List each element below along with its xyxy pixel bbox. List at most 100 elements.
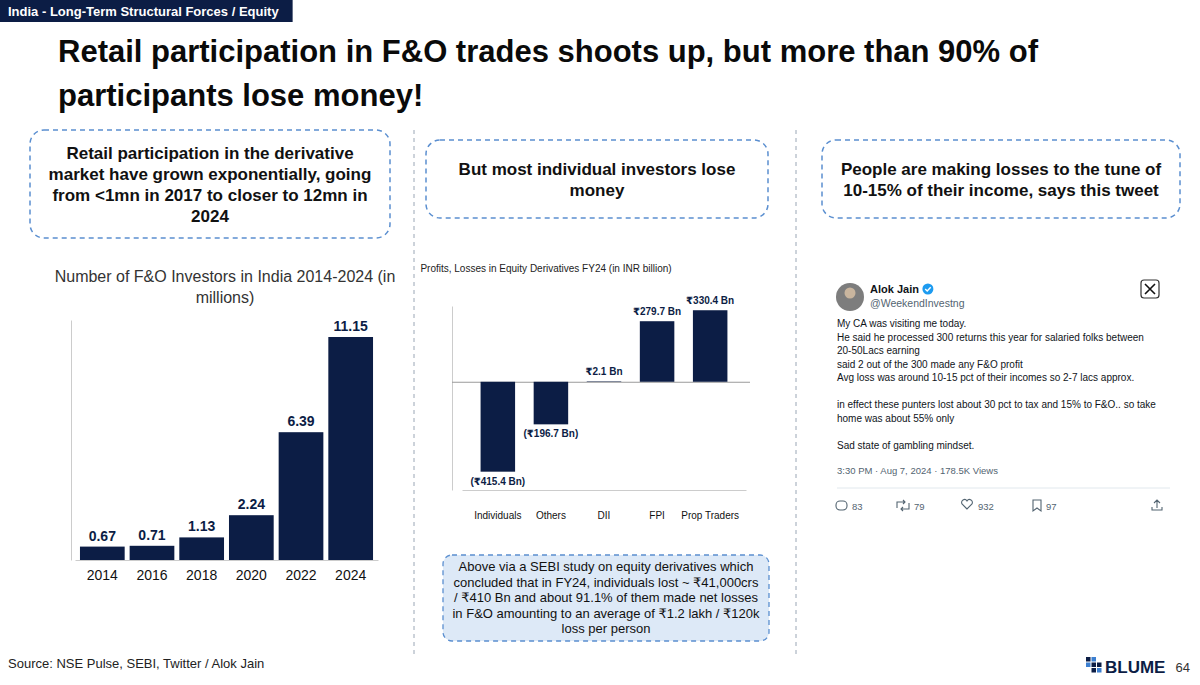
chart-title: Number of F&O Investors in India 2014-20… (55, 268, 396, 306)
tweet-meta: 3:30 PM · Aug 7, 2024 · 178.5K Views (837, 465, 998, 476)
panel-separator (414, 130, 415, 655)
page-number: 64 (1176, 660, 1190, 675)
data-label: 6.39 (287, 413, 314, 429)
bars (481, 310, 728, 471)
note-text: Above via a SEBI study on equity derivat… (452, 559, 760, 636)
bar (130, 546, 175, 560)
x-tick: 2016 (136, 567, 167, 583)
tweet-text: home was about 55% only (837, 413, 954, 424)
logo-text: BLUME (1105, 658, 1165, 677)
retweet-icon (897, 500, 909, 511)
reply-icon (836, 501, 847, 510)
logo-cell (1097, 663, 1102, 668)
text-line: 2024 (191, 207, 229, 226)
text-line: from <1mn in 2017 to closer to 12mn in (52, 186, 367, 205)
x-tick-label: 2020 (236, 567, 267, 583)
bar-chart: Number of F&O Investors in India 2014-20… (55, 268, 396, 583)
avatar-face (845, 288, 856, 299)
note-background (443, 555, 769, 641)
header-tag: India - Long-Term Structural Forces / Eq… (0, 0, 293, 22)
bookmark-icon (1033, 500, 1041, 511)
logo-cell (1086, 663, 1091, 668)
bar-chart: Profits, Losses in Equity Derivatives FY… (420, 263, 750, 521)
panel-heading-border (822, 140, 1180, 218)
bars (80, 337, 373, 560)
tweet-divider (837, 488, 1170, 489)
y-axis-line (71, 321, 72, 561)
share-icon (1152, 500, 1162, 510)
logo-cell (1092, 657, 1097, 662)
data-label: (₹196.7 Bn) (524, 428, 579, 439)
verified-badge (922, 284, 933, 295)
data-label: 1.13 (188, 518, 215, 534)
text-line: / ₹410 Bn and about 91.1% of them made n… (454, 590, 758, 605)
data-label: 2.24 (238, 496, 265, 512)
bar (693, 310, 728, 382)
avatar (836, 283, 864, 311)
tweet-stat: 932 (978, 501, 994, 512)
bar (587, 381, 622, 382)
x-axis: 201420162018202020222024 (76, 561, 379, 583)
data-label: ₹279.7 Bn (633, 306, 681, 317)
text-line: 10-15% of their income, says this tweet (843, 181, 1159, 200)
tweet-stat: 97 (1046, 501, 1057, 512)
x-axis-line (76, 560, 379, 561)
logo-cell (1086, 657, 1091, 662)
tweet-stat: 83 (852, 501, 863, 512)
text-line: Profits, Losses in Equity Derivatives FY… (420, 263, 671, 274)
x-tick: Prop Traders (681, 510, 739, 521)
data-label: 0.71 (138, 527, 165, 543)
panel-heading-border (30, 130, 390, 238)
text-line: But most individual investors lose (459, 160, 736, 179)
data-label: ₹2.1 Bn (586, 366, 623, 377)
tweet-text: said 2 out of the 300 made any F&O profi… (837, 359, 1023, 370)
bar (534, 382, 569, 425)
tweet-text: Sad state of gambling mindset. (837, 440, 974, 451)
x-tick-label: Others (536, 510, 566, 521)
y-axis-line (452, 307, 453, 491)
text-line: in F&O amounting to an average of ₹1.2 l… (452, 606, 760, 621)
x-tick-label: 2014 (87, 567, 118, 583)
data-label: 11.15 (334, 318, 368, 334)
logo: BLUME (1086, 657, 1165, 677)
x-axis-line (463, 490, 747, 491)
x-tick-label: Individuals (474, 510, 521, 521)
logo-cell (1097, 668, 1102, 673)
logo-cell (1092, 663, 1097, 668)
text-line: money (570, 181, 625, 200)
tweet-stat: 79 (914, 501, 925, 512)
text-line: participants lose money! (58, 78, 423, 113)
x-tick: 2014 (87, 567, 118, 583)
y-axis (71, 321, 72, 561)
y-axis (452, 307, 750, 491)
tweet-author: Alok Jain (870, 283, 919, 295)
tweet-handle: @WeekendInvestng (870, 297, 965, 309)
panel-heading-box: But most individual investors lose money (426, 140, 768, 218)
text-line: Number of F&O Investors in India 2014-20… (55, 268, 396, 285)
text-line: Above via a SEBI study on equity derivat… (459, 559, 754, 574)
source-note: Source: NSE Pulse, SEBI, Twitter / Alok … (8, 656, 264, 671)
x-tick-label: 2016 (136, 567, 167, 583)
tweet-text: My CA was visiting me today. (837, 318, 966, 329)
x-tick-label: 2022 (285, 567, 316, 583)
x-logo (1145, 284, 1155, 294)
x-tick: 2024 (335, 567, 366, 583)
panel-heading-box: People are making losses to the tune of1… (822, 140, 1180, 218)
panel-heading: Retail participation in the derivativema… (49, 144, 372, 226)
data-label: (₹415.4 Bn) (470, 476, 525, 487)
tweet-text: 20-50Lacs earning (837, 345, 920, 356)
chart-title: Profits, Losses in Equity Derivatives FY… (420, 263, 671, 274)
header-tag-text: India - Long-Term Structural Forces / Eq… (8, 4, 279, 19)
like-icon (962, 500, 973, 509)
bar (328, 337, 373, 560)
x-tick: DII (598, 510, 611, 521)
bar (179, 537, 224, 560)
tweet-text: in effect these punters lost about 30 pc… (837, 399, 1156, 410)
x-tick: Individuals (474, 510, 521, 521)
bar (279, 432, 324, 560)
data-label: ₹330.4 Bn (686, 295, 734, 306)
panel-heading-box: Retail participation in the derivativema… (30, 130, 390, 238)
text-line: Retail participation in the derivative (66, 144, 353, 163)
slide-title: Retail participation in F&O trades shoot… (58, 34, 1039, 113)
slide: India - Long-Term Structural Forces / Eq… (0, 0, 1200, 685)
